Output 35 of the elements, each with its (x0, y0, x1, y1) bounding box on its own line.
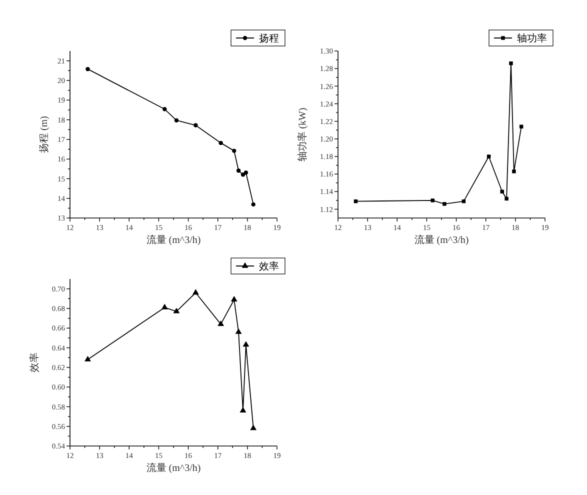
point (86, 66, 90, 72)
x-axis-title: 流量 (m^3/h) (414, 234, 469, 246)
y-axis-title: 扬程 (m) (38, 116, 50, 153)
point (430, 198, 434, 202)
point (504, 196, 508, 201)
point (509, 61, 513, 66)
point (84, 356, 91, 362)
point (174, 118, 179, 122)
point (218, 140, 223, 146)
point (230, 296, 238, 302)
point (240, 406, 246, 412)
point (194, 123, 198, 128)
x-axis-title: 流量 (m^3/h) (146, 234, 201, 246)
legend-label: 轴功率 (517, 32, 547, 44)
point (236, 168, 241, 173)
point (232, 148, 236, 153)
y-axis-title: 轴功率 (kW) (296, 108, 309, 162)
point (192, 289, 199, 295)
point (251, 202, 256, 207)
point (519, 124, 524, 128)
y-axis-title: 效率 (28, 352, 41, 372)
point (242, 341, 250, 347)
point (442, 202, 446, 206)
legend-label: 扬程 (259, 32, 279, 44)
point (235, 328, 242, 334)
point (173, 308, 180, 314)
point (250, 424, 257, 430)
point (512, 170, 516, 174)
point (162, 107, 167, 112)
legend-label: 效率 (259, 260, 279, 272)
point (244, 170, 248, 175)
point (486, 154, 491, 158)
point (218, 320, 224, 326)
point (161, 304, 168, 310)
x-axis-title: 流量 (m^3/h) (146, 462, 201, 474)
